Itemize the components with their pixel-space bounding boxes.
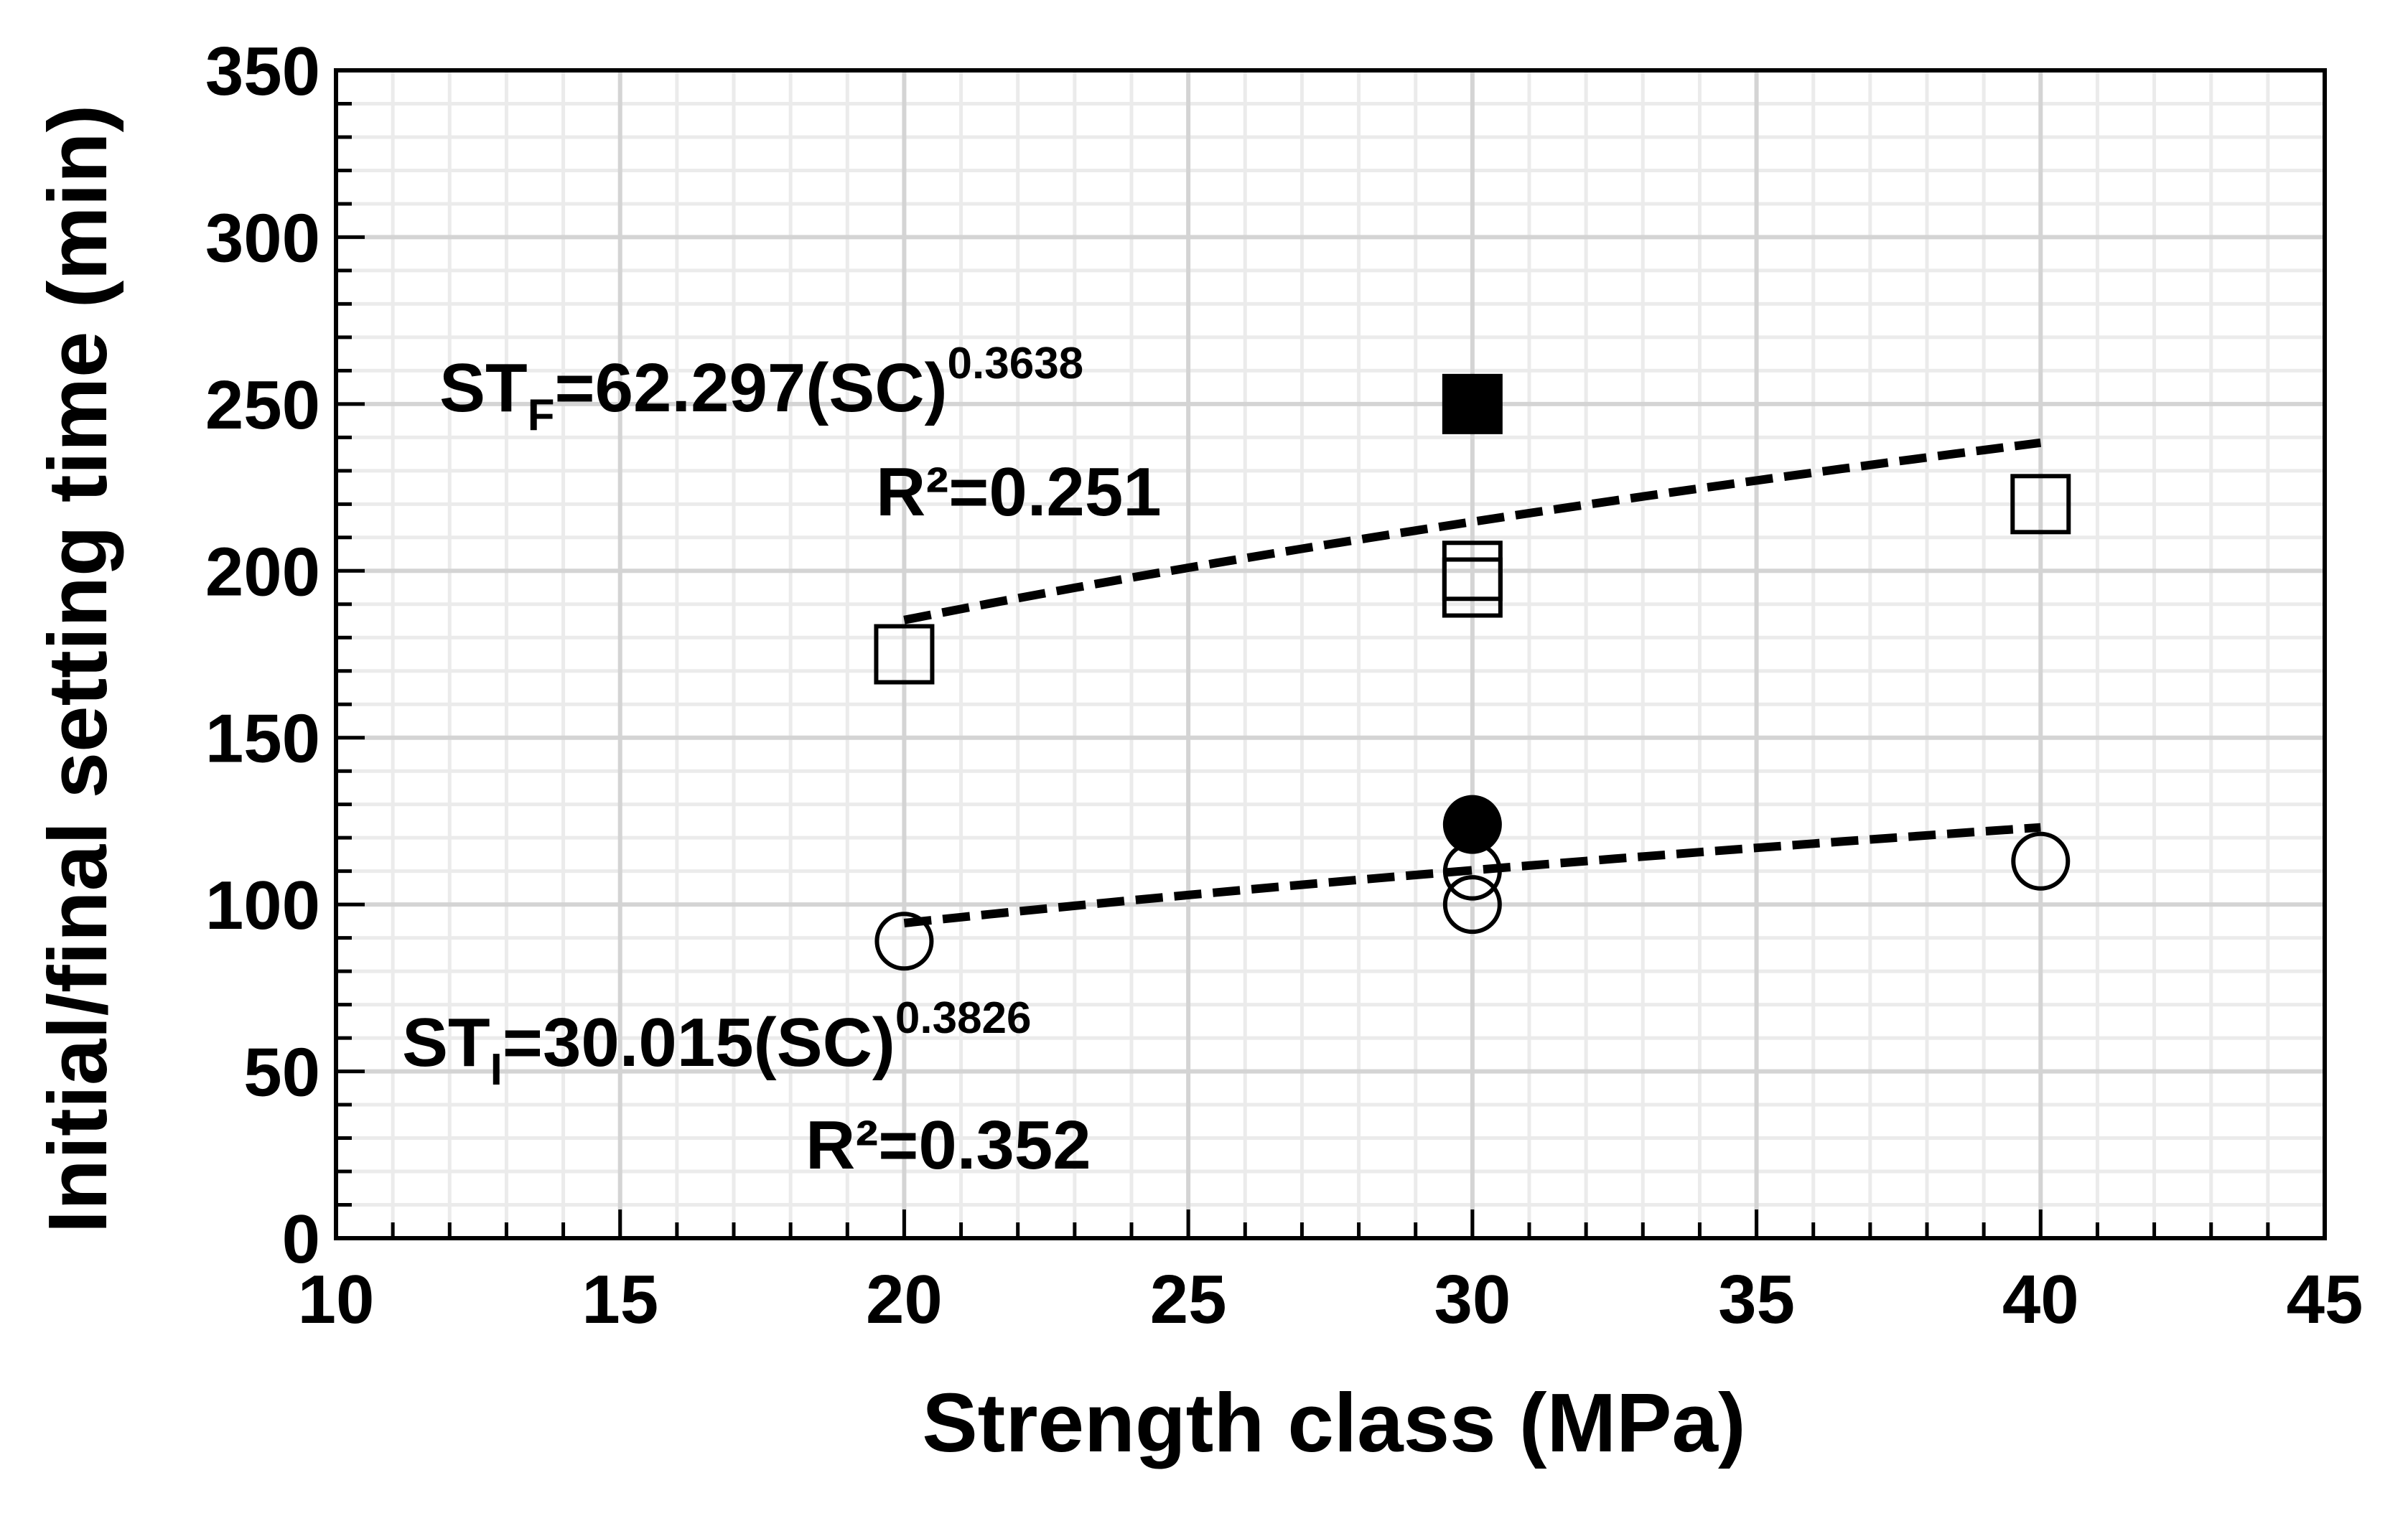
initial-eq-body: =30.015(SC) <box>503 1004 895 1081</box>
initial-fit-equation: STI=30.015(SC)0.3826 <box>402 993 1032 1095</box>
y-tick-label: 250 <box>205 367 320 444</box>
y-tick-label: 200 <box>205 533 320 610</box>
plot-background <box>336 70 2325 1238</box>
data-points <box>874 373 2071 971</box>
tick-labels: 10 15 20 25 30 35 40 45 0 50 100 150 200 250 300 350 <box>205 33 2363 1338</box>
y-tick-label: 50 <box>243 1034 320 1111</box>
final-fit-equation: STF=62.297(SC)0.3638 <box>439 339 1083 440</box>
x-tick-label: 40 <box>2002 1261 2079 1338</box>
filled-square-marker <box>1442 373 1503 434</box>
initial-fit-line <box>903 823 2041 927</box>
x-tick-label: 25 <box>1150 1261 1227 1338</box>
x-tick-label: 30 <box>1434 1261 1511 1338</box>
filled-circle-marker <box>1442 795 1502 854</box>
x-tick-label: 45 <box>2287 1261 2363 1338</box>
final-eq-sub: F <box>528 390 555 440</box>
y-tick-label: 300 <box>205 200 320 276</box>
open-square-marker <box>1442 540 1503 602</box>
y-tick-label: 350 <box>205 33 320 110</box>
final-eq-base: ST <box>439 350 528 426</box>
x-axis-title: Strength class (MPa) <box>922 1376 1745 1469</box>
axes <box>334 68 2327 1240</box>
initial-eq-sub: I <box>490 1045 503 1095</box>
final-eq-body: =62.297(SC) <box>555 350 948 426</box>
initial-eq-base: ST <box>402 1004 490 1081</box>
open-circle-marker <box>1442 875 1502 935</box>
final-eq-sup: 0.3638 <box>948 339 1084 388</box>
open-circle-marker <box>874 912 934 971</box>
open-square-marker <box>2010 474 2071 535</box>
y-tick-label: 150 <box>205 701 320 777</box>
initial-fit-r2: R²=0.352 <box>806 1107 1091 1184</box>
x-tick-label: 10 <box>298 1261 375 1338</box>
grid <box>336 70 2325 1238</box>
initial-eq-sup: 0.3826 <box>895 993 1032 1043</box>
plot-frame <box>334 68 2327 1240</box>
x-tick-label: 15 <box>582 1261 658 1338</box>
x-tick-label: 35 <box>1718 1261 1795 1338</box>
y-axis-title: Initial/final setting time (min) <box>31 105 124 1234</box>
open-circle-marker <box>2011 831 2071 891</box>
x-tick-label: 20 <box>866 1261 943 1338</box>
final-fit-r2: R²=0.251 <box>876 454 1162 530</box>
open-square-marker <box>874 624 935 685</box>
y-tick-label: 100 <box>205 867 320 944</box>
fit-lines <box>903 438 2042 927</box>
y-tick-label: 0 <box>282 1201 320 1278</box>
